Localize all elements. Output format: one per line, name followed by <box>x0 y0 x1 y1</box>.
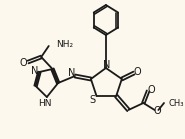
Text: O: O <box>20 58 27 68</box>
Text: S: S <box>90 95 96 105</box>
Text: NH₂: NH₂ <box>56 39 73 49</box>
Text: HN: HN <box>38 99 52 107</box>
Text: O: O <box>154 106 161 116</box>
Text: N: N <box>31 66 38 76</box>
Text: N: N <box>68 68 76 78</box>
Text: N: N <box>103 60 110 70</box>
Text: CH₃: CH₃ <box>169 99 184 107</box>
Text: O: O <box>147 85 155 95</box>
Text: O: O <box>134 67 142 77</box>
